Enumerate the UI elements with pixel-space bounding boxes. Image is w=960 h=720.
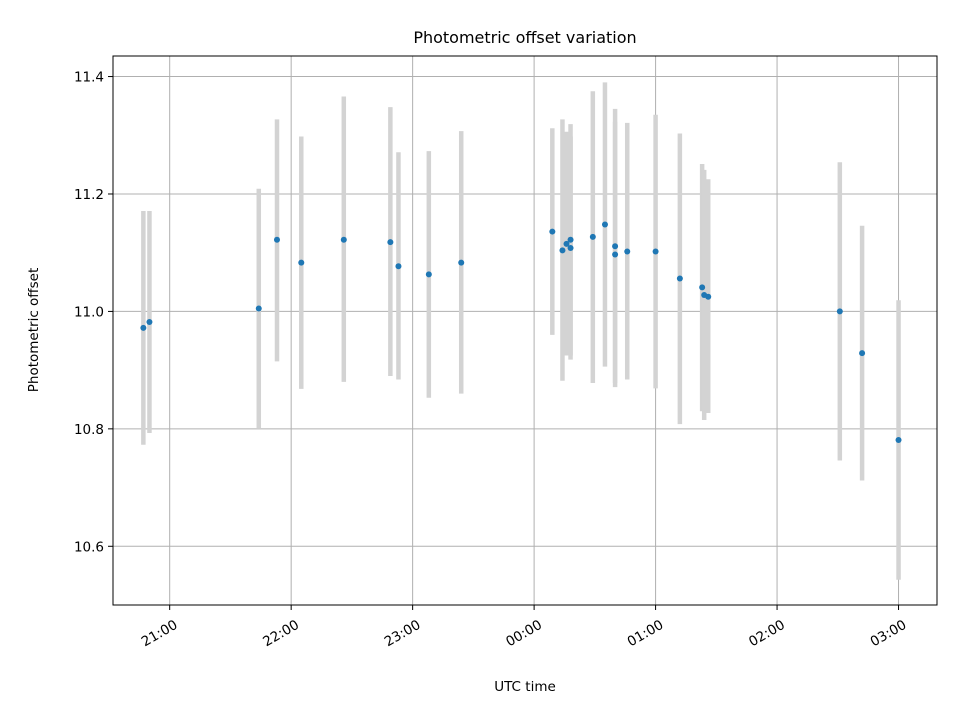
plot-frame	[112, 55, 938, 606]
data-point	[705, 293, 712, 300]
data-point	[699, 284, 706, 291]
data-point	[567, 236, 574, 243]
data-point	[458, 259, 465, 266]
data-point	[340, 236, 347, 243]
y-axis-label: Photometric offset	[26, 268, 42, 392]
data-point	[624, 248, 631, 255]
data-point	[549, 228, 556, 235]
plot-area	[113, 56, 937, 605]
data-point	[567, 245, 574, 252]
y-tick-label: 11.4	[74, 70, 104, 86]
grid	[113, 56, 937, 605]
data-point	[273, 236, 280, 243]
data-point	[387, 239, 394, 246]
y-tick-label: 10.8	[74, 422, 104, 438]
data-point	[255, 305, 262, 312]
data-point	[676, 275, 683, 282]
data-point	[836, 308, 843, 315]
data-points	[140, 221, 902, 444]
data-point	[425, 271, 432, 278]
data-point	[395, 263, 402, 270]
data-point	[612, 251, 619, 258]
data-point	[601, 221, 608, 228]
y-tick-label: 10.6	[74, 539, 104, 555]
data-point	[559, 247, 566, 254]
data-point	[652, 248, 659, 255]
y-tick-label: 11.0	[74, 304, 104, 320]
data-point	[859, 350, 866, 357]
data-point	[298, 259, 305, 266]
data-point	[589, 233, 596, 240]
data-point	[140, 324, 147, 331]
data-point	[612, 243, 619, 250]
x-axis-label: UTC time	[494, 679, 556, 695]
y-tick-label: 11.2	[74, 187, 104, 203]
data-point	[146, 318, 153, 325]
chart-title: Photometric offset variation	[413, 28, 636, 47]
data-point	[563, 240, 570, 247]
data-point	[895, 437, 902, 444]
